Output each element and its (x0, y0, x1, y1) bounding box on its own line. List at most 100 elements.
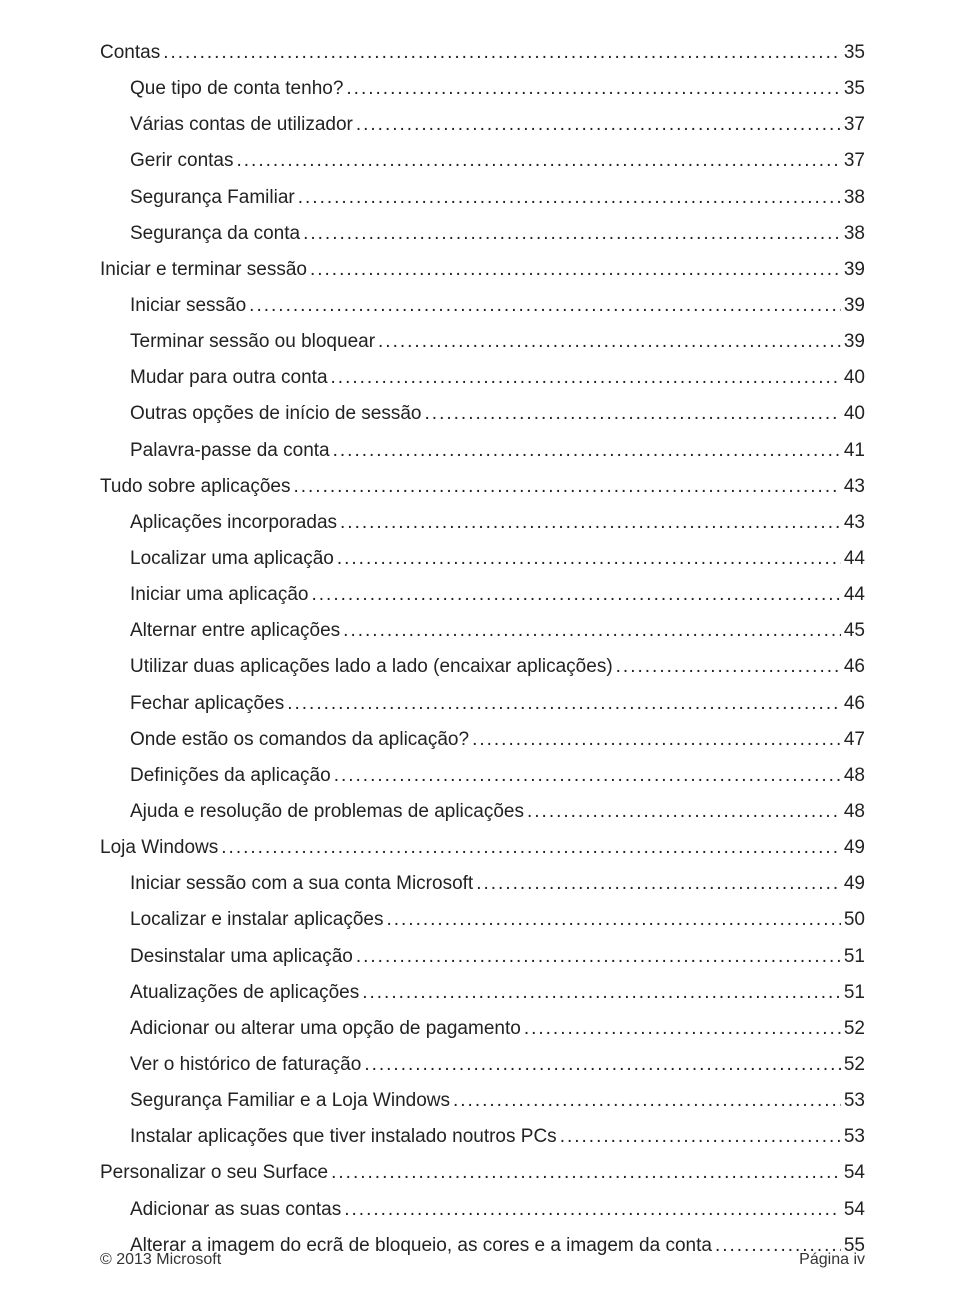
toc-entry-page: 51 (844, 944, 865, 970)
toc-entry: Adicionar as suas contas................… (130, 1197, 865, 1223)
toc-entry-label: Ajuda e resolução de problemas de aplica… (130, 799, 524, 825)
toc-entry-page: 39 (844, 257, 865, 283)
toc-entry-label: Iniciar e terminar sessão (100, 257, 307, 283)
toc-entry-page: 52 (844, 1052, 865, 1078)
toc-entry-label: Iniciar sessão com a sua conta Microsoft (130, 871, 473, 897)
toc-entry-label: Alternar entre aplicações (130, 618, 340, 644)
toc-entry: Que tipo de conta tenho?................… (130, 76, 865, 102)
toc-entry-label: Atualizações de aplicações (130, 980, 359, 1006)
toc-entry-label: Mudar para outra conta (130, 365, 328, 391)
toc-entry-label: Loja Windows (100, 835, 218, 861)
toc-entry-page: 37 (844, 112, 865, 138)
toc-entry: Instalar aplicações que tiver instalado … (130, 1124, 865, 1150)
toc-entry: Personalizar o seu Surface..............… (100, 1160, 865, 1186)
toc-entry: Segurança Familiar......................… (130, 185, 865, 211)
table-of-contents: Contas..................................… (0, 0, 960, 1258)
toc-entry: Adicionar ou alterar uma opção de pagame… (130, 1016, 865, 1042)
toc-leader-dots: ........................................… (386, 907, 840, 933)
toc-entry: Várias contas de utilizador.............… (130, 112, 865, 138)
toc-leader-dots: ........................................… (343, 618, 841, 644)
toc-entry: Localizar uma aplicação.................… (130, 546, 865, 572)
toc-entry: Iniciar sessão..........................… (130, 293, 865, 319)
toc-entry-page: 38 (844, 221, 865, 247)
toc-entry-label: Tudo sobre aplicações (100, 474, 290, 500)
toc-leader-dots: ........................................… (364, 1052, 841, 1078)
toc-entry-label: Instalar aplicações que tiver instalado … (130, 1124, 557, 1150)
toc-entry-label: Adicionar ou alterar uma opção de pagame… (130, 1016, 521, 1042)
toc-leader-dots: ........................................… (310, 257, 841, 283)
toc-entry-label: Utilizar duas aplicações lado a lado (en… (130, 654, 613, 680)
toc-entry-label: Segurança Familiar e a Loja Windows (130, 1088, 450, 1114)
toc-entry: Utilizar duas aplicações lado a lado (en… (130, 654, 865, 680)
toc-entry-page: 46 (844, 654, 865, 680)
page-footer: © 2013 Microsoft Página iv (100, 1251, 865, 1269)
toc-leader-dots: ........................................… (453, 1088, 841, 1114)
toc-leader-dots: ........................................… (303, 221, 841, 247)
toc-entry-page: 35 (844, 76, 865, 102)
toc-entry: Contas..................................… (100, 40, 865, 66)
toc-entry: Ver o histórico de faturação............… (130, 1052, 865, 1078)
toc-leader-dots: ........................................… (221, 835, 841, 861)
toc-leader-dots: ........................................… (236, 148, 840, 174)
toc-entry: Ajuda e resolução de problemas de aplica… (130, 799, 865, 825)
toc-leader-dots: ........................................… (337, 546, 841, 572)
toc-entry-label: Terminar sessão ou bloquear (130, 329, 375, 355)
toc-entry: Tudo sobre aplicações...................… (100, 474, 865, 500)
toc-entry: Aplicações incorporadas.................… (130, 510, 865, 536)
toc-entry: Gerir contas............................… (130, 148, 865, 174)
toc-entry: Palavra-passe da conta..................… (130, 438, 865, 464)
toc-entry-page: 40 (844, 365, 865, 391)
toc-leader-dots: ........................................… (287, 691, 841, 717)
toc-entry: Iniciar sessão com a sua conta Microsoft… (130, 871, 865, 897)
toc-entry: Terminar sessão ou bloquear.............… (130, 329, 865, 355)
toc-entry-label: Ver o histórico de faturação (130, 1052, 361, 1078)
toc-entry-page: 47 (844, 727, 865, 753)
toc-entry-page: 45 (844, 618, 865, 644)
toc-entry-label: Que tipo de conta tenho? (130, 76, 343, 102)
toc-entry: Segurança Familiar e a Loja Windows.....… (130, 1088, 865, 1114)
toc-entry-page: 44 (844, 546, 865, 572)
toc-entry-page: 46 (844, 691, 865, 717)
toc-entry: Iniciar e terminar sessão...............… (100, 257, 865, 283)
toc-entry-page: 53 (844, 1088, 865, 1114)
toc-leader-dots: ........................................… (333, 438, 841, 464)
toc-entry-page: 54 (844, 1160, 865, 1186)
toc-leader-dots: ........................................… (346, 76, 840, 102)
toc-entry: Fechar aplicações.......................… (130, 691, 865, 717)
toc-entry-label: Definições da aplicação (130, 763, 331, 789)
toc-leader-dots: ........................................… (356, 944, 841, 970)
toc-entry-page: 51 (844, 980, 865, 1006)
toc-entry-page: 44 (844, 582, 865, 608)
toc-leader-dots: ........................................… (311, 582, 840, 608)
toc-entry-page: 53 (844, 1124, 865, 1150)
toc-entry: Segurança da conta......................… (130, 221, 865, 247)
footer-copyright: © 2013 Microsoft (100, 1251, 221, 1269)
toc-leader-dots: ........................................… (425, 401, 841, 427)
toc-entry-page: 37 (844, 148, 865, 174)
toc-entry-label: Contas (100, 40, 160, 66)
toc-entry: Mudar para outra conta..................… (130, 365, 865, 391)
toc-entry-page: 48 (844, 763, 865, 789)
toc-entry-page: 54 (844, 1197, 865, 1223)
toc-leader-dots: ........................................… (331, 1160, 841, 1186)
toc-entry-page: 48 (844, 799, 865, 825)
toc-entry-label: Palavra-passe da conta (130, 438, 330, 464)
toc-leader-dots: ........................................… (298, 185, 841, 211)
toc-entry-page: 49 (844, 835, 865, 861)
toc-entry-page: 38 (844, 185, 865, 211)
toc-leader-dots: ........................................… (334, 763, 841, 789)
toc-entry-label: Segurança Familiar (130, 185, 295, 211)
toc-leader-dots: ........................................… (472, 727, 841, 753)
toc-leader-dots: ........................................… (340, 510, 841, 536)
toc-entry-label: Fechar aplicações (130, 691, 284, 717)
toc-leader-dots: ........................................… (344, 1197, 841, 1223)
toc-entry-label: Gerir contas (130, 148, 233, 174)
toc-leader-dots: ........................................… (524, 1016, 841, 1042)
toc-leader-dots: ........................................… (378, 329, 841, 355)
toc-entry-page: 52 (844, 1016, 865, 1042)
toc-entry-label: Localizar uma aplicação (130, 546, 334, 572)
toc-entry: Atualizações de aplicações..............… (130, 980, 865, 1006)
toc-entry-label: Outras opções de início de sessão (130, 401, 422, 427)
toc-entry: Onde estão os comandos da aplicação?....… (130, 727, 865, 753)
toc-leader-dots: ........................................… (163, 40, 841, 66)
